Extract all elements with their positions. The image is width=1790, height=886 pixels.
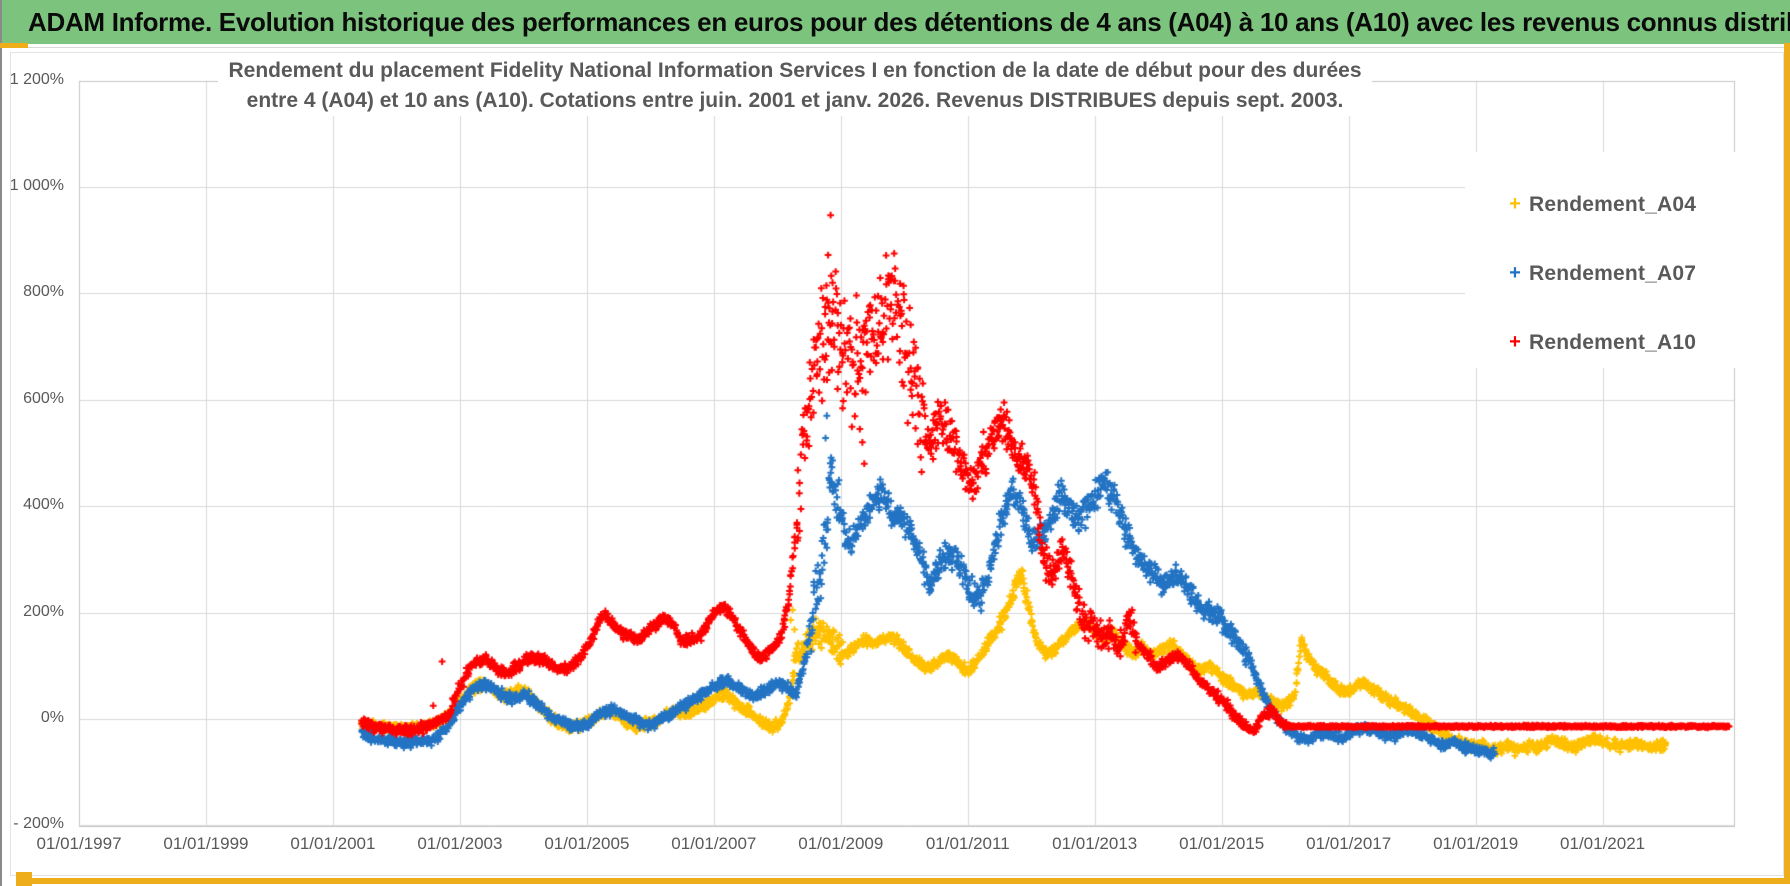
x-tick-label: 01/01/2005	[544, 834, 630, 853]
legend-item: + Rendement_A04	[1465, 170, 1762, 239]
x-tick-label: 01/01/2013	[1052, 834, 1138, 853]
legend-item: + Rendement_A07	[1465, 239, 1762, 308]
x-tick-label: 01/01/1997	[36, 834, 122, 853]
x-tick-label: 01/01/2003	[417, 834, 503, 853]
y-tick-label: 600%	[23, 389, 64, 407]
y-tick-label: 400%	[23, 496, 64, 514]
gold-accent-bottom	[30, 878, 1790, 884]
chart-title: Rendement du placement Fidelity National…	[80, 56, 1510, 116]
x-tick-label: 01/01/2011	[925, 834, 1010, 853]
x-tick-label: 01/01/2001	[290, 834, 376, 853]
x-tick-label: 01/01/2021	[1560, 834, 1646, 853]
chart-title-line2: entre 4 (A04) et 10 ans (A10). Cotations…	[236, 86, 1354, 116]
x-tick-label: 01/01/2007	[671, 834, 757, 853]
legend-label: Rendement_A10	[1529, 330, 1697, 354]
x-tick-label: 01/01/2009	[798, 834, 884, 853]
x-tick-label: 01/01/1999	[163, 834, 249, 853]
gold-accent-square	[16, 872, 32, 886]
y-tick-label: 0%	[40, 709, 64, 726]
plus-marker-icon: +	[1509, 331, 1521, 353]
banner: ADAM Informe. Evolution historique des p…	[0, 0, 1790, 44]
plus-marker-icon: +	[1509, 193, 1521, 215]
y-tick-label: 800%	[23, 283, 64, 301]
chart-title-line1: Rendement du placement Fidelity National…	[218, 56, 1372, 86]
banner-title: ADAM Informe. Evolution historique des p…	[28, 7, 1790, 37]
y-tick-label: - 200%	[13, 815, 64, 833]
y-tick-label: 200%	[23, 602, 64, 620]
y-tick-label: 1 000%	[9, 177, 64, 194]
y-tick-label: 1 200%	[9, 70, 64, 88]
gold-accent-right	[1784, 43, 1790, 884]
gold-accent-top-left	[0, 43, 28, 48]
x-tick-label: 01/01/2015	[1179, 834, 1265, 853]
legend-label: Rendement_A07	[1529, 261, 1697, 285]
plus-marker-icon: +	[1509, 262, 1521, 284]
banner-underline	[0, 47, 1790, 48]
legend: + Rendement_A04 + Rendement_A07 + Rendement_A…	[1465, 152, 1762, 368]
x-tick-label: 01/01/2017	[1306, 834, 1392, 853]
legend-item: + Rendement_A10	[1465, 308, 1762, 377]
window-left-edge	[0, 0, 2, 886]
legend-label: Rendement_A04	[1529, 192, 1697, 216]
x-tick-label: 01/01/2019	[1433, 834, 1519, 853]
